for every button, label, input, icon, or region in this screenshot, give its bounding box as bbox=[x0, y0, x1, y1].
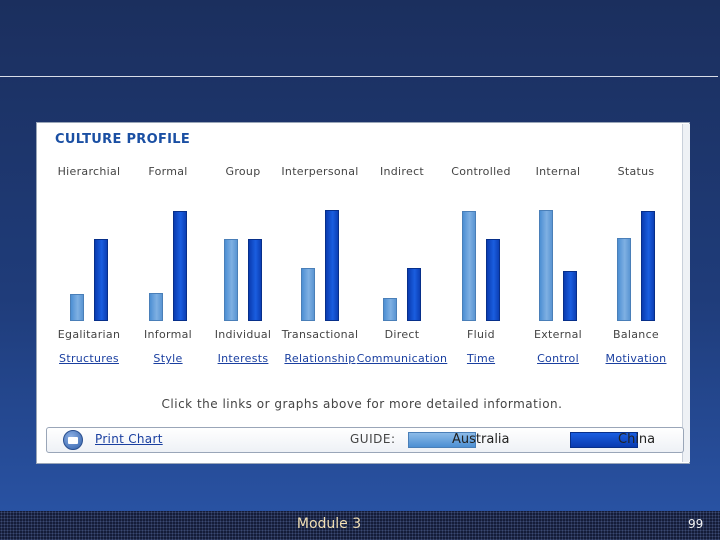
top-label-indirect: Indirect bbox=[379, 165, 425, 178]
legend-swatch-australia bbox=[408, 432, 476, 448]
guide-label: GUIDE: bbox=[350, 432, 396, 446]
panel-scrollbar[interactable] bbox=[682, 124, 690, 462]
bar-china-style[interactable] bbox=[173, 211, 187, 321]
bottom-label-individual: Individual bbox=[214, 328, 272, 341]
footer-bar bbox=[0, 511, 720, 540]
top-label-formal: Formal bbox=[148, 165, 188, 178]
header-rule bbox=[0, 76, 718, 77]
top-label-group: Group bbox=[225, 165, 261, 178]
link-interests[interactable]: Interests bbox=[217, 352, 269, 365]
bottom-label-informal: Informal bbox=[143, 328, 193, 341]
culture-profile-panel bbox=[36, 122, 690, 464]
bar-australia-relationship[interactable] bbox=[301, 268, 315, 321]
bar-australia-control[interactable] bbox=[539, 210, 553, 321]
top-label-status: Status bbox=[617, 165, 655, 178]
print-icon[interactable] bbox=[63, 430, 83, 450]
top-label-hierarchial: Hierarchial bbox=[57, 165, 121, 178]
bar-china-time[interactable] bbox=[486, 239, 500, 321]
link-structures[interactable]: Structures bbox=[59, 352, 119, 365]
bar-australia-interests[interactable] bbox=[224, 239, 238, 321]
bar-australia-motivation[interactable] bbox=[617, 238, 631, 321]
bar-china-interests[interactable] bbox=[248, 239, 262, 321]
print-chart-link[interactable]: Print Chart bbox=[95, 432, 163, 446]
bar-china-communication[interactable] bbox=[407, 268, 421, 321]
top-label-interpersonal: Interpersonal bbox=[281, 165, 359, 178]
bar-australia-time[interactable] bbox=[462, 211, 476, 321]
bottom-label-fluid: Fluid bbox=[467, 328, 495, 341]
bottom-label-balance: Balance bbox=[613, 328, 659, 341]
bar-china-control[interactable] bbox=[563, 271, 577, 321]
bottom-label-direct: Direct bbox=[384, 328, 420, 341]
link-relationship[interactable]: Relationship bbox=[284, 352, 356, 365]
chart-title: CULTURE PROFILE bbox=[55, 132, 191, 147]
bar-australia-structures[interactable] bbox=[70, 294, 84, 321]
bar-australia-style[interactable] bbox=[149, 293, 163, 321]
page-number: 99 bbox=[688, 517, 704, 531]
bottom-label-egalitarian: Egalitarian bbox=[57, 328, 121, 341]
link-style[interactable]: Style bbox=[153, 352, 183, 365]
bottom-label-external: External bbox=[533, 328, 583, 341]
legend-label-australia: Australia bbox=[452, 432, 510, 447]
bar-china-structures[interactable] bbox=[94, 239, 108, 321]
bar-china-relationship[interactable] bbox=[325, 210, 339, 321]
link-control[interactable]: Control bbox=[537, 352, 579, 365]
link-communication[interactable]: Communication bbox=[356, 352, 448, 365]
info-text: Click the links or graphs above for more… bbox=[161, 397, 563, 411]
bottom-label-transactional: Transactional bbox=[281, 328, 359, 341]
link-motivation[interactable]: Motivation bbox=[605, 352, 667, 365]
top-label-internal: Internal bbox=[535, 165, 581, 178]
legend-swatch-china bbox=[570, 432, 638, 448]
bar-australia-communication[interactable] bbox=[383, 298, 397, 321]
top-label-controlled: Controlled bbox=[451, 165, 511, 178]
module-label: Module 3 bbox=[296, 516, 362, 532]
link-time[interactable]: Time bbox=[466, 352, 496, 365]
legend-label-china: China bbox=[618, 432, 656, 447]
bar-china-motivation[interactable] bbox=[641, 211, 655, 321]
